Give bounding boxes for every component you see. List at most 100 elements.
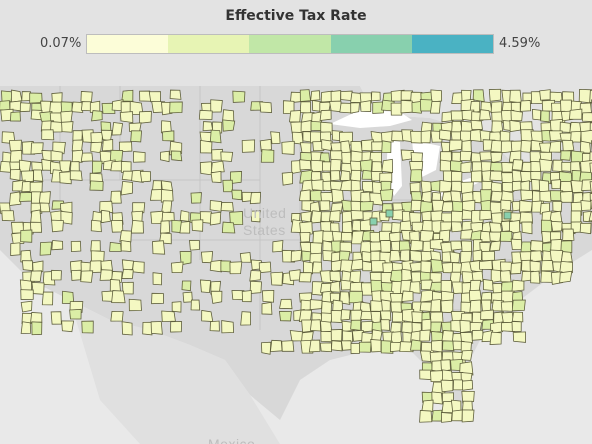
county-shape[interactable] xyxy=(131,260,145,274)
county-shape[interactable] xyxy=(30,221,43,233)
county-shape[interactable] xyxy=(339,241,353,254)
county-shape[interactable] xyxy=(511,311,524,323)
county-shape[interactable] xyxy=(229,171,243,185)
county-shape[interactable] xyxy=(519,211,533,224)
county-shape[interactable] xyxy=(461,139,472,154)
county-shape[interactable] xyxy=(281,140,295,155)
county-shape[interactable] xyxy=(332,299,344,313)
county-shape[interactable] xyxy=(550,239,563,252)
county-shape[interactable] xyxy=(91,110,103,122)
county-shape[interactable] xyxy=(370,279,383,293)
county-shape[interactable] xyxy=(150,321,163,335)
county-shape[interactable] xyxy=(430,89,443,103)
county-shape[interactable] xyxy=(559,270,573,284)
county-shape[interactable] xyxy=(459,319,472,334)
county-shape[interactable] xyxy=(51,269,62,281)
county-shape[interactable] xyxy=(310,189,322,202)
county-shape[interactable] xyxy=(89,180,104,191)
county-shape[interactable] xyxy=(51,219,64,233)
county-shape[interactable] xyxy=(120,161,132,173)
county-shape[interactable] xyxy=(450,110,464,121)
county-shape[interactable] xyxy=(430,299,442,312)
county-shape[interactable] xyxy=(580,200,592,211)
county-shape[interactable] xyxy=(580,129,592,144)
county-shape[interactable] xyxy=(340,90,353,102)
county-shape[interactable] xyxy=(101,102,116,114)
county-shape[interactable] xyxy=(559,260,573,274)
county-shape[interactable] xyxy=(461,390,475,404)
county-shape[interactable] xyxy=(310,90,321,101)
county-shape[interactable] xyxy=(350,309,363,322)
county-shape[interactable] xyxy=(119,111,134,124)
county-shape[interactable] xyxy=(430,321,442,333)
county-shape[interactable] xyxy=(589,162,592,175)
county-shape[interactable] xyxy=(59,160,72,173)
county-shape[interactable] xyxy=(229,261,243,275)
county-shape[interactable] xyxy=(380,340,394,354)
county-shape[interactable] xyxy=(548,140,562,153)
county-shape[interactable] xyxy=(169,101,183,114)
county-shape[interactable] xyxy=(441,412,453,423)
county-shape[interactable] xyxy=(379,189,394,202)
county-shape[interactable] xyxy=(500,199,512,212)
county-shape[interactable] xyxy=(578,88,592,104)
county-shape[interactable] xyxy=(20,229,33,243)
county-shape[interactable] xyxy=(239,252,252,263)
county-shape[interactable] xyxy=(299,142,312,154)
county-shape[interactable] xyxy=(409,281,421,294)
county-shape[interactable] xyxy=(440,299,454,314)
county-shape[interactable] xyxy=(471,329,484,341)
county-shape[interactable] xyxy=(320,331,333,343)
county-shape[interactable] xyxy=(69,308,82,320)
county-shape[interactable] xyxy=(442,170,453,183)
county-shape[interactable] xyxy=(170,321,183,333)
county-shape[interactable] xyxy=(439,179,453,193)
county-polygons[interactable] xyxy=(0,88,592,423)
county-shape[interactable] xyxy=(439,129,451,141)
county-shape[interactable] xyxy=(440,359,451,372)
county-shape[interactable] xyxy=(539,190,552,203)
county-shape[interactable] xyxy=(552,200,563,213)
county-shape[interactable] xyxy=(361,251,372,263)
county-shape[interactable] xyxy=(401,268,413,282)
county-shape[interactable] xyxy=(339,170,351,181)
county-shape[interactable] xyxy=(61,121,74,133)
county-shape[interactable] xyxy=(51,92,63,104)
county-shape[interactable] xyxy=(511,279,525,292)
county-shape[interactable] xyxy=(309,242,323,255)
county-shape[interactable] xyxy=(512,331,526,343)
county-shape[interactable] xyxy=(490,151,503,164)
county-shape[interactable] xyxy=(349,160,362,172)
county-shape[interactable] xyxy=(121,268,134,279)
county-shape[interactable] xyxy=(431,199,444,212)
county-shape[interactable] xyxy=(482,279,494,291)
county-shape[interactable] xyxy=(451,170,463,183)
county-shape[interactable] xyxy=(550,220,563,232)
county-shape[interactable] xyxy=(419,409,433,423)
county-shape[interactable] xyxy=(481,250,496,262)
county-shape[interactable] xyxy=(470,170,483,183)
county-shape[interactable] xyxy=(299,159,312,171)
county-shape[interactable] xyxy=(501,182,515,193)
county-shape[interactable] xyxy=(260,149,275,163)
county-shape[interactable] xyxy=(299,89,311,102)
county-shape[interactable] xyxy=(289,330,304,342)
county-shape[interactable] xyxy=(420,180,432,194)
county-shape[interactable] xyxy=(258,261,272,274)
county-shape[interactable] xyxy=(389,250,402,262)
county-shape[interactable] xyxy=(589,89,592,103)
county-shape[interactable] xyxy=(121,321,133,336)
county-shape[interactable] xyxy=(111,122,124,136)
county-shape[interactable] xyxy=(102,139,114,152)
county-shape[interactable] xyxy=(298,272,312,283)
county-shape[interactable] xyxy=(519,100,532,112)
county-shape[interactable] xyxy=(90,250,105,263)
county-shape[interactable] xyxy=(191,219,204,232)
county-shape[interactable] xyxy=(430,210,443,222)
county-shape[interactable] xyxy=(71,149,83,163)
county-shape[interactable] xyxy=(381,130,394,143)
county-shape[interactable] xyxy=(222,119,236,132)
county-shape[interactable] xyxy=(341,151,352,165)
county-shape[interactable] xyxy=(460,349,473,361)
county-shape[interactable] xyxy=(579,140,592,154)
